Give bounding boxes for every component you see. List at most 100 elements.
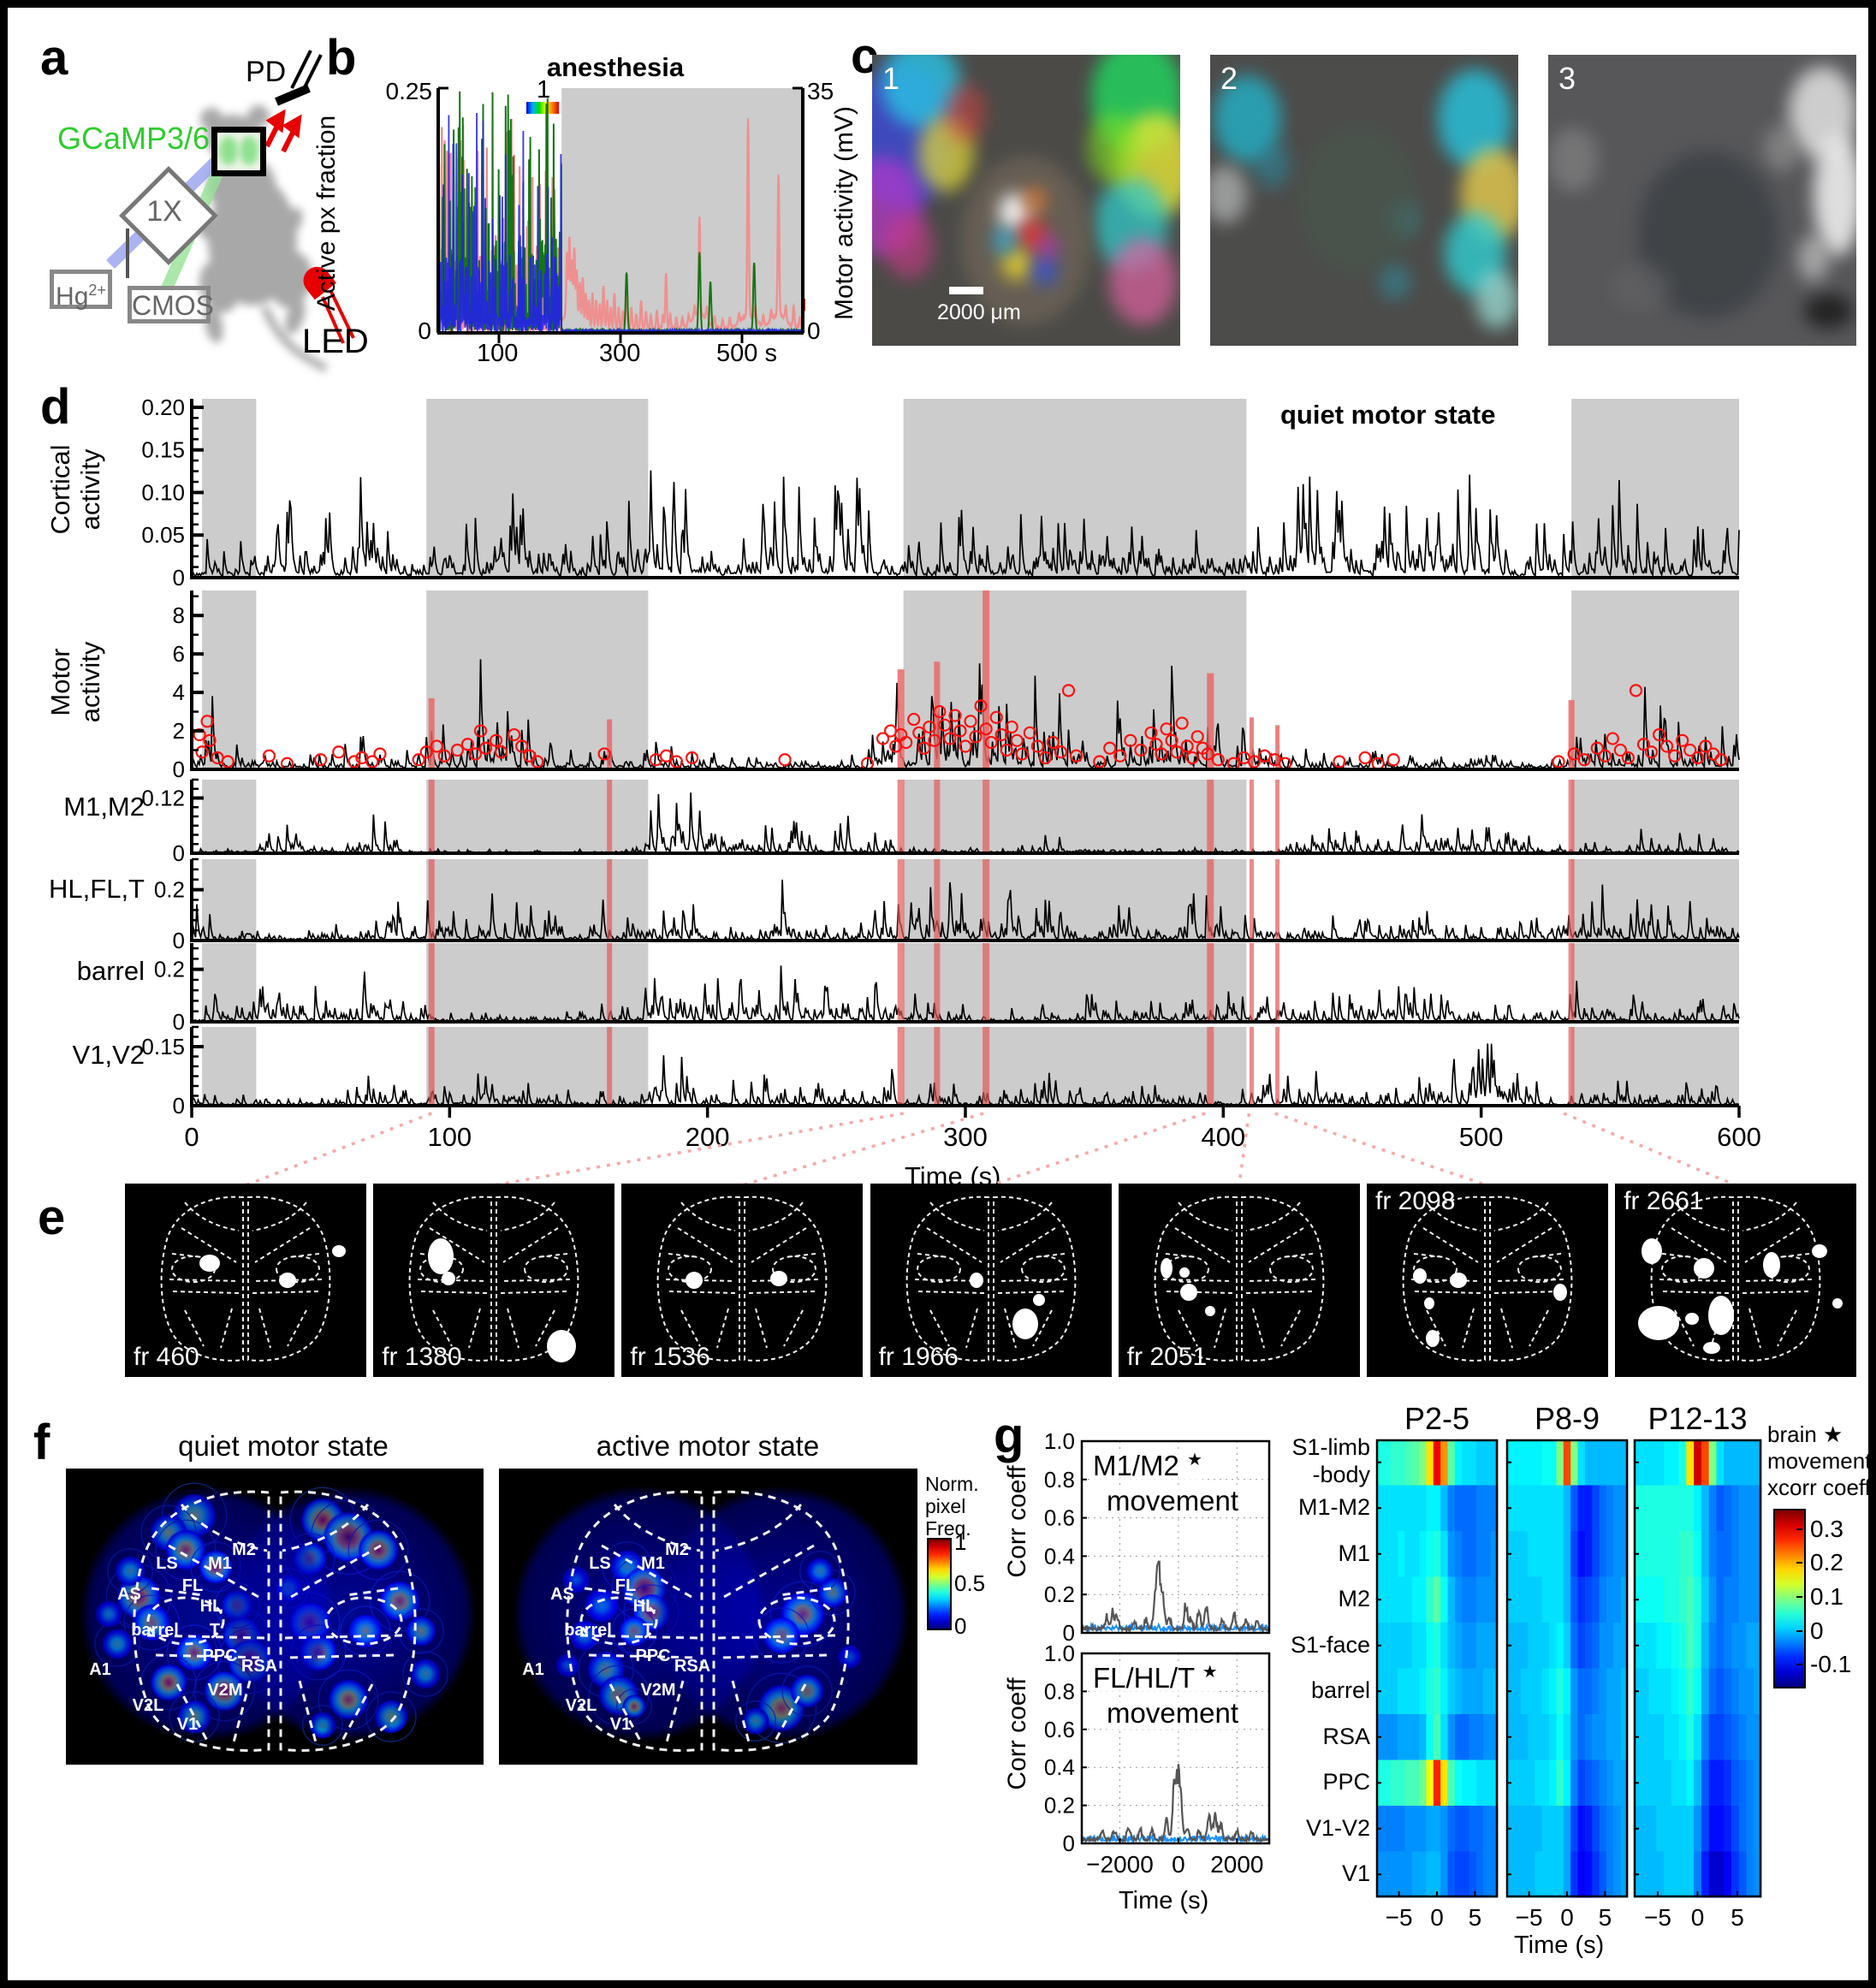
line-shape bbox=[172, 1291, 240, 1294]
path-shape bbox=[1650, 1196, 1735, 1362]
heat-cell bbox=[1738, 1531, 1747, 1577]
heat-cell bbox=[1390, 1623, 1398, 1669]
gray-band bbox=[1571, 943, 1739, 1022]
xcorr-ytick: 0.4 bbox=[1044, 1754, 1075, 1780]
movement-onset-circle bbox=[1010, 733, 1024, 747]
gray-band bbox=[1571, 859, 1739, 941]
xcorr-xtick: 0 bbox=[1172, 1851, 1185, 1878]
line-shape bbox=[432, 1309, 454, 1347]
gray-band bbox=[903, 399, 1247, 578]
line-shape bbox=[501, 1291, 567, 1294]
movement-onset-circle bbox=[1046, 735, 1060, 750]
heat-cell bbox=[1620, 1806, 1629, 1852]
frame-connector bbox=[493, 1112, 904, 1187]
heat-cell bbox=[1664, 1439, 1672, 1486]
heat-cell bbox=[1686, 1760, 1695, 1807]
movement-onset-circle bbox=[964, 715, 977, 728]
movement-onset-circle bbox=[912, 726, 926, 739]
brain-heatmap-graphic bbox=[79, 1482, 477, 1752]
active-pixel-blob bbox=[1413, 1268, 1427, 1284]
heat-cell bbox=[1738, 1851, 1747, 1898]
heat-cell bbox=[1469, 1576, 1477, 1623]
heat-cell bbox=[1754, 1623, 1762, 1669]
frame-connector bbox=[741, 1112, 984, 1187]
region-label-barrel: barrel bbox=[564, 1621, 612, 1640]
heat-cell bbox=[1671, 1531, 1680, 1577]
heat-cell bbox=[1390, 1576, 1398, 1623]
movement-onset-circle bbox=[1170, 745, 1184, 759]
movement-onset-circle bbox=[1015, 747, 1029, 761]
heat-cell bbox=[1686, 1623, 1695, 1669]
ytick-label: 0 bbox=[173, 928, 185, 953]
heat-cell bbox=[1641, 1531, 1650, 1577]
xcorr-ytick: 0.8 bbox=[1044, 1678, 1075, 1704]
line-shape bbox=[1213, 1308, 1226, 1349]
red-event-bar bbox=[1249, 780, 1254, 853]
heat-cell bbox=[1577, 1439, 1586, 1486]
g-shape bbox=[496, 1196, 579, 1362]
heat-cell bbox=[1483, 1531, 1492, 1577]
heat-cell bbox=[1454, 1485, 1463, 1532]
heat-cell bbox=[1383, 1806, 1392, 1852]
heat-cell bbox=[1671, 1485, 1680, 1532]
active-state-title: active motor state bbox=[596, 1430, 820, 1462]
heat-cell bbox=[1556, 1439, 1564, 1486]
heat-cell bbox=[1738, 1806, 1747, 1852]
heat-cell bbox=[1469, 1668, 1477, 1715]
heat-cell bbox=[1592, 1760, 1600, 1807]
pb-marker-1-label: 1 bbox=[537, 76, 551, 104]
movement-onset-circle bbox=[1621, 751, 1636, 765]
heat-cell bbox=[1433, 1439, 1441, 1486]
red-event-bar bbox=[1568, 943, 1575, 1022]
heat-cell bbox=[1694, 1623, 1702, 1669]
heat-cell bbox=[1419, 1439, 1427, 1486]
region-label-ls: LS bbox=[156, 1554, 178, 1573]
heat-cell bbox=[1592, 1623, 1600, 1669]
heat-cell bbox=[1404, 1851, 1413, 1898]
gray-band bbox=[1571, 399, 1739, 578]
movement-onset-circle bbox=[314, 753, 328, 767]
heat-cell bbox=[1724, 1668, 1732, 1715]
path-shape bbox=[1402, 1196, 1486, 1362]
heat-cell bbox=[1731, 1668, 1740, 1715]
pf-colorbar-label: Norm. pixel Freq. bbox=[925, 1473, 979, 1540]
brain-frame-graphic bbox=[905, 1196, 1076, 1362]
region-label-fl: FL bbox=[614, 1576, 637, 1595]
heat-cell bbox=[1613, 1531, 1622, 1577]
heat-cell bbox=[1584, 1851, 1593, 1898]
heat-cell bbox=[1528, 1576, 1535, 1623]
g-shape bbox=[1737, 1196, 1821, 1362]
image-blob bbox=[1803, 293, 1854, 329]
line-shape bbox=[168, 1544, 259, 1599]
movement-onset-circle bbox=[437, 749, 451, 763]
heat-cell bbox=[1641, 1760, 1650, 1807]
heat-cell bbox=[1606, 1760, 1614, 1807]
movement-onset-circle bbox=[1038, 751, 1053, 765]
path-shape bbox=[929, 1202, 984, 1231]
heat-cell bbox=[1556, 1576, 1564, 1623]
heat-row-label-line: M1-M2 bbox=[1297, 1494, 1370, 1521]
heat-cell bbox=[1549, 1623, 1557, 1669]
heat-cell bbox=[1664, 1760, 1672, 1807]
line-shape bbox=[779, 1587, 832, 1597]
region-label-v2m: V2M bbox=[207, 1681, 243, 1700]
heat-cell bbox=[1433, 1806, 1441, 1852]
heat-cell bbox=[1520, 1851, 1529, 1898]
brain-frame-graphic bbox=[408, 1196, 579, 1362]
d-xtick-label: 0 bbox=[184, 1122, 199, 1152]
heat-cell bbox=[1613, 1485, 1622, 1532]
heat-cell bbox=[1716, 1439, 1725, 1486]
region-label-as: AS bbox=[550, 1585, 574, 1604]
heat-xtick: −5 bbox=[1644, 1904, 1671, 1931]
movement-onset-circle bbox=[1668, 749, 1682, 763]
heat-cbar-tick: -0.1 bbox=[1810, 1651, 1852, 1678]
g-shape bbox=[1154, 1196, 1238, 1362]
red-event-bar bbox=[607, 943, 613, 1022]
heat-cell bbox=[1671, 1714, 1680, 1760]
heat-cell bbox=[1606, 1806, 1614, 1852]
g-shape bbox=[744, 1196, 828, 1362]
movement-onset-circle bbox=[195, 745, 209, 759]
heat-cell bbox=[1440, 1623, 1449, 1669]
heat-cell bbox=[1641, 1623, 1650, 1669]
path-shape bbox=[496, 1196, 579, 1362]
